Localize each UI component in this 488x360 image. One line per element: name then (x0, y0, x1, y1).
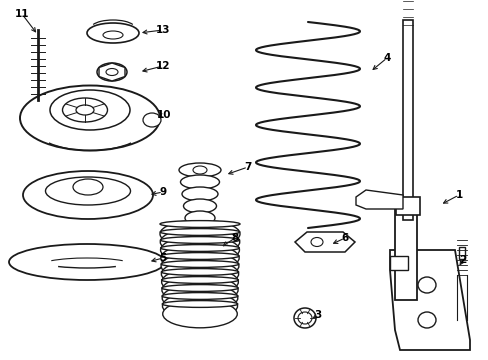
Ellipse shape (179, 163, 221, 177)
FancyBboxPatch shape (395, 197, 419, 215)
Ellipse shape (160, 236, 239, 264)
Ellipse shape (160, 221, 240, 228)
Ellipse shape (183, 199, 216, 213)
Text: 8: 8 (231, 233, 238, 243)
Polygon shape (389, 250, 469, 350)
Ellipse shape (76, 105, 94, 115)
Ellipse shape (160, 220, 240, 248)
FancyBboxPatch shape (389, 256, 407, 270)
Ellipse shape (160, 237, 239, 243)
Ellipse shape (161, 244, 239, 272)
Ellipse shape (20, 86, 160, 150)
Ellipse shape (180, 175, 219, 189)
Text: 6: 6 (341, 233, 348, 243)
Ellipse shape (162, 268, 238, 296)
Text: 7: 7 (244, 162, 251, 172)
Ellipse shape (142, 113, 161, 127)
Ellipse shape (162, 276, 238, 304)
Ellipse shape (310, 238, 323, 247)
FancyBboxPatch shape (402, 20, 412, 220)
Ellipse shape (160, 228, 239, 256)
Polygon shape (294, 232, 354, 252)
Ellipse shape (161, 252, 239, 280)
FancyBboxPatch shape (394, 200, 416, 300)
Ellipse shape (193, 166, 206, 174)
Ellipse shape (161, 253, 239, 260)
Ellipse shape (50, 90, 130, 130)
Ellipse shape (184, 211, 215, 225)
FancyBboxPatch shape (458, 247, 464, 259)
Polygon shape (99, 63, 125, 81)
Text: 1: 1 (454, 190, 462, 200)
Ellipse shape (87, 23, 139, 43)
Ellipse shape (163, 300, 237, 328)
Text: 13: 13 (156, 25, 170, 35)
Ellipse shape (62, 98, 107, 122)
Text: 4: 4 (383, 53, 390, 63)
Text: 11: 11 (15, 9, 29, 19)
Ellipse shape (97, 63, 127, 81)
Ellipse shape (417, 312, 435, 328)
Text: 9: 9 (159, 187, 166, 197)
Ellipse shape (162, 285, 238, 291)
Ellipse shape (162, 292, 237, 320)
Ellipse shape (162, 301, 237, 307)
Ellipse shape (417, 277, 435, 293)
Ellipse shape (162, 293, 238, 300)
Polygon shape (355, 190, 402, 209)
Ellipse shape (297, 312, 311, 324)
Ellipse shape (45, 177, 130, 205)
Ellipse shape (160, 229, 239, 235)
Ellipse shape (182, 187, 218, 201)
Ellipse shape (161, 269, 238, 275)
Text: 12: 12 (156, 61, 170, 71)
Ellipse shape (9, 244, 164, 280)
Ellipse shape (161, 261, 238, 267)
Ellipse shape (161, 260, 238, 288)
Ellipse shape (162, 284, 237, 312)
Ellipse shape (161, 276, 238, 283)
Text: 10: 10 (157, 110, 171, 120)
Ellipse shape (73, 179, 103, 195)
Ellipse shape (106, 68, 118, 76)
Text: 5: 5 (159, 253, 166, 263)
Text: 2: 2 (458, 255, 466, 265)
Ellipse shape (23, 171, 153, 219)
Ellipse shape (293, 308, 315, 328)
Ellipse shape (161, 244, 239, 251)
Ellipse shape (103, 31, 123, 39)
Text: 3: 3 (314, 310, 321, 320)
